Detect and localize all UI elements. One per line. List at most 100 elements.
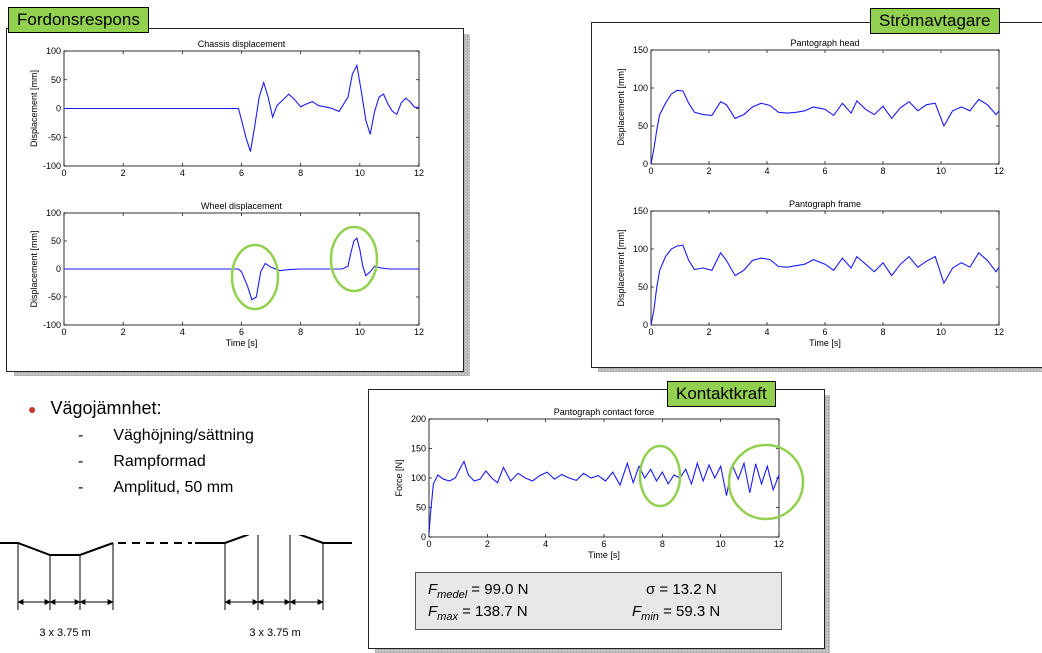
series-line: [64, 237, 419, 301]
x-tick-label: 12: [994, 327, 1004, 337]
dash-icon: -: [78, 453, 84, 470]
y-axis-label: Force [N]: [394, 459, 404, 496]
f-medel-stat: Fmedel = 99.0 N: [428, 581, 528, 601]
ramp-down-shape: [0, 542, 114, 556]
highlight-ellipse-3: [638, 444, 682, 508]
ramp-up-shape: [195, 535, 352, 544]
wheel-displacement-chart: Wheel displacement 0 2 4 6 8 10 12 -100 -50 0 50 100…: [29, 201, 424, 348]
chart-title: Pantograph contact force: [554, 407, 655, 417]
ramp-label-left: 3 x 3.75 m: [39, 627, 90, 639]
series-line: [650, 244, 1000, 326]
x-tick-label: 2: [121, 168, 126, 178]
x-tick-label: 4: [180, 327, 185, 337]
x-tick-label: 8: [880, 327, 885, 337]
bullet-sub-text: Rampformad: [113, 453, 206, 470]
kontaktkraft-tag: Kontaktkraft: [667, 381, 776, 407]
y-axis-label: Displacement [mm]: [616, 68, 626, 145]
x-tick-label: 0: [648, 327, 653, 337]
ramp-right-dims: [224, 535, 324, 610]
y-tick-label: 50: [638, 121, 648, 131]
bullet-list: ● Vägojämnhet: - Väghöjning/sättning - Ram…: [28, 398, 254, 497]
x-tick-label: 8: [660, 539, 665, 549]
fordon-panel: Chassis displacement 0 2 4 6 8 10 12 -100 -50 0 50 1…: [6, 28, 464, 372]
x-tick-label: 4: [180, 168, 185, 178]
f-max-stat: Fmax = 138.7 N: [428, 603, 528, 623]
x-tick-label: 6: [239, 327, 244, 337]
chart-title: Wheel displacement: [201, 201, 283, 211]
x-tick-label: 12: [414, 327, 424, 337]
y-tick-label: 100: [46, 46, 61, 56]
dash-icon: -: [78, 479, 84, 496]
y-tick-label: 150: [633, 45, 648, 55]
highlight-ellipse-4: [727, 443, 805, 521]
y-tick-label: -50: [48, 132, 61, 142]
plot-frame: [650, 49, 1000, 165]
x-tick-label: 10: [936, 327, 946, 337]
x-tick-label: 6: [601, 539, 606, 549]
bullet-dot-icon: ●: [28, 400, 37, 417]
x-axis-label: Time [s]: [588, 550, 620, 560]
bullet-sub: - Väghöjning/sättning: [78, 427, 254, 445]
y-tick-label: 100: [46, 208, 61, 218]
f-medel-symbol: F: [428, 581, 438, 598]
x-tick-label: 0: [648, 166, 653, 176]
bullet-sub-text: Väghöjning/sättning: [113, 427, 254, 444]
ramp-left-dims: [17, 543, 114, 610]
f-min-stat: Fmin = 59.3 N: [632, 603, 720, 623]
highlight-ellipse-1: [230, 243, 280, 311]
force-stats-box: Fmedel = 99.0 N σ = 13.2 N Fmax = 138.7 …: [415, 572, 782, 630]
series-line: [650, 89, 1000, 165]
x-tick-label: 12: [414, 168, 424, 178]
bullet-main-text: Vägojämnhet:: [50, 398, 162, 418]
y-axis-label: Displacement [mm]: [29, 230, 39, 307]
f-max-value: = 138.7 N: [457, 603, 528, 620]
x-tick-label: 0: [61, 327, 66, 337]
strom-panel: Pantograph head 0 2 4 6 8 10 12 0 50 100 150 Displac…: [591, 22, 1042, 368]
bullet-main: ● Vägojämnhet:: [28, 398, 254, 419]
highlight-ellipse-2: [329, 225, 379, 293]
y-tick-label: 100: [411, 473, 426, 483]
x-axis-label: Time [s]: [809, 338, 841, 348]
x-tick-label: 2: [121, 327, 126, 337]
y-tick-label: 0: [643, 159, 648, 169]
y-axis-label: Displacement [mm]: [616, 229, 626, 306]
x-tick-label: 10: [716, 539, 726, 549]
y-tick-label: 0: [421, 532, 426, 542]
f-min-sub: min: [641, 611, 659, 623]
x-tick-label: 12: [774, 539, 784, 549]
x-tick-label: 6: [239, 168, 244, 178]
x-tick-label: 8: [298, 327, 303, 337]
x-tick-label: 2: [706, 166, 711, 176]
y-tick-label: 0: [643, 320, 648, 330]
x-axis-label: Time [s]: [226, 338, 258, 348]
x-tick-label: 0: [61, 168, 66, 178]
chart-title: Pantograph frame: [789, 199, 861, 209]
chart-title: Chassis displacement: [198, 39, 286, 49]
bullet-sub: - Rampformad: [78, 453, 254, 471]
x-tick-label: 8: [298, 168, 303, 178]
x-tick-label: 10: [936, 166, 946, 176]
x-tick-label: 8: [880, 166, 885, 176]
x-tick-label: 0: [426, 539, 431, 549]
y-tick-label: 0: [56, 104, 61, 114]
y-tick-label: 150: [411, 444, 426, 454]
f-min-value: = 59.3 N: [658, 603, 721, 620]
dash-icon: -: [78, 427, 84, 444]
y-tick-label: 50: [51, 75, 61, 85]
chart-title: Pantograph head: [790, 38, 859, 48]
x-tick-label: 4: [764, 166, 769, 176]
kontakt-chart-svg: Pantograph contact force 0 2 4 6 8 10 12 0 50 100 1…: [394, 407, 805, 560]
x-tick-label: 2: [485, 539, 490, 549]
f-medel-sub: medel: [437, 589, 468, 601]
sigma-stat: σ = 13.2 N: [646, 581, 717, 598]
x-tick-label: 10: [355, 327, 365, 337]
f-max-symbol: F: [428, 603, 438, 620]
y-tick-label: -100: [43, 320, 61, 330]
x-tick-label: 4: [543, 539, 548, 549]
y-tick-label: 0: [56, 264, 61, 274]
chassis-displacement-chart: Chassis displacement 0 2 4 6 8 10 12 -100 -50 0 50 1…: [29, 39, 424, 178]
y-tick-label: 100: [633, 83, 648, 93]
series-line: [64, 63, 419, 152]
f-medel-value: = 99.0 N: [467, 581, 529, 598]
ramp-label-right: 3 x 3.75 m: [249, 627, 300, 639]
